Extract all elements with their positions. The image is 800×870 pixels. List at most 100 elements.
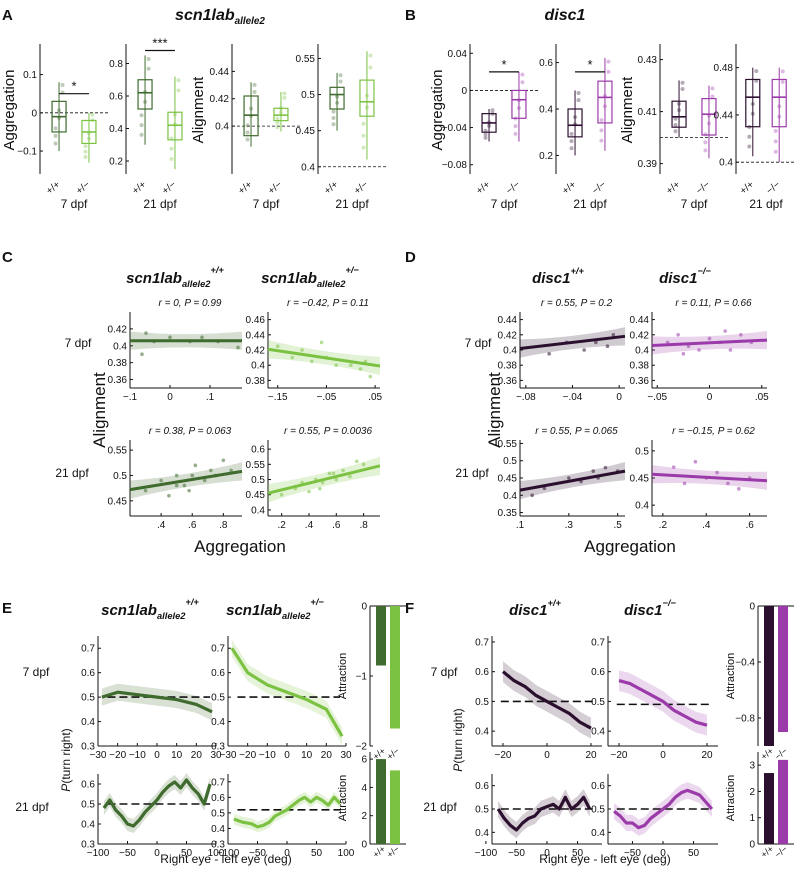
data-point [275, 344, 280, 349]
data-point [603, 465, 608, 470]
data-point [513, 116, 518, 121]
y-tick-label: 0.4 [635, 501, 649, 512]
data-point [576, 91, 581, 96]
regression-line [519, 334, 626, 350]
data-point [773, 139, 778, 144]
title-superscript: −/− [697, 266, 711, 276]
data-point [245, 137, 250, 142]
x-tick-label: −50 [624, 848, 641, 859]
data-point [490, 111, 495, 116]
data-point [606, 69, 611, 74]
title-superscript: +/− [310, 597, 324, 607]
x-tick-label: 50 [572, 848, 584, 859]
y-tick-label: 0.44 [246, 330, 266, 341]
data-point [275, 125, 280, 130]
confidence-band [103, 773, 211, 833]
genotype-tick-label: −/− [504, 179, 522, 197]
title-main: scn1lab [261, 270, 317, 287]
data-point [754, 69, 759, 74]
box-iqr [745, 78, 761, 128]
y-tick-label: 0.45 [296, 126, 316, 137]
x-tick-label: 10 [171, 750, 183, 761]
y-tick-label: 0.38 [108, 358, 128, 369]
y-tick-label: 0.4 [503, 491, 517, 502]
title-main: disc1 [624, 602, 662, 619]
x-tick-label: .05 [755, 392, 769, 403]
y-tick-label: 6 [361, 755, 367, 766]
title-subscript: allele2 [282, 611, 311, 621]
y-tick-label: 0.36 [630, 376, 650, 387]
data-point [143, 90, 148, 95]
data-point [334, 477, 339, 482]
title-main: scn1lab [226, 602, 282, 619]
data-point [747, 125, 752, 130]
series-line [501, 670, 592, 730]
data-point [681, 352, 686, 356]
title-main: disc1 [545, 7, 586, 24]
genotype-tick-label: +/+ [130, 179, 148, 197]
panel-letter: A [2, 7, 13, 24]
bar [778, 759, 788, 844]
bar [764, 773, 774, 844]
x-tick-label: −.08 [516, 392, 536, 403]
y-tick-label: 0.04 [448, 49, 468, 60]
x-tick-label: 100 [208, 848, 225, 859]
data-point [249, 106, 254, 111]
data-point [673, 116, 678, 121]
alignment-axis-label: Alignment [90, 372, 109, 448]
correlation-stat: r = 0.55, P = 0.2 [541, 298, 613, 309]
y-tick-label: 0.3 [81, 840, 95, 851]
alignment-axis-label: Alignment [190, 76, 207, 144]
p-italic: P [59, 784, 73, 792]
data-point [547, 352, 551, 356]
x-tick-label: 100 [338, 848, 355, 859]
x-tick-label: −50 [119, 848, 136, 859]
x-tick-label: .2 [277, 520, 286, 531]
y-tick-label: 0.36 [498, 376, 518, 387]
correlation-stat: r = 0.55, P = 0.0036 [284, 426, 372, 437]
x-tick-label: .1 [206, 392, 215, 403]
data-point [777, 104, 782, 109]
y-tick-label: 0.44 [498, 315, 518, 326]
data-point [682, 481, 687, 486]
data-point [169, 146, 174, 151]
data-point [520, 72, 525, 77]
y-tick-label: 0.2 [539, 151, 553, 162]
data-point [490, 108, 495, 113]
data-point [200, 335, 204, 340]
data-point [599, 128, 604, 133]
genotype-tick-label: +/− [160, 179, 178, 197]
correlation-stat: r = 0, P = 0.99 [158, 298, 221, 309]
y-tick-label: 0.6 [109, 92, 123, 103]
data-point [487, 123, 492, 128]
data-point [715, 470, 719, 475]
y-tick-label: 0.3 [81, 742, 95, 753]
genotype-tick-label: +/+ [44, 179, 62, 197]
y-tick-label: 0 [361, 840, 367, 851]
data-point [520, 80, 525, 85]
x-tick-label: 20 [585, 750, 597, 761]
y-tick-label: 0.5 [81, 800, 95, 811]
y-tick-label: 0.6 [591, 781, 605, 792]
x-tick-label: 50 [311, 848, 323, 859]
x-tick-label: 0 [154, 848, 160, 859]
x-tick-label: 0 [284, 848, 290, 859]
data-point [144, 331, 148, 335]
x-tick-label: .8 [219, 520, 228, 531]
data-point [542, 486, 547, 491]
data-point [773, 149, 778, 154]
y-tick-label: 0.4 [215, 122, 229, 133]
x-tick-label: −10 [259, 750, 276, 761]
data-point [169, 136, 174, 141]
y-tick-label: 0.5 [81, 693, 95, 704]
data-point [279, 492, 284, 497]
genotype-tick-label: +/− [385, 844, 401, 860]
title-main: scn1lab [175, 7, 235, 24]
data-point [567, 476, 571, 480]
genotype-tick-label: +/+ [560, 179, 578, 197]
data-point [483, 128, 488, 133]
dpf-row-label: 7 dpf [23, 665, 50, 679]
data-point [290, 355, 295, 360]
data-point [777, 114, 782, 119]
data-point [278, 106, 283, 111]
